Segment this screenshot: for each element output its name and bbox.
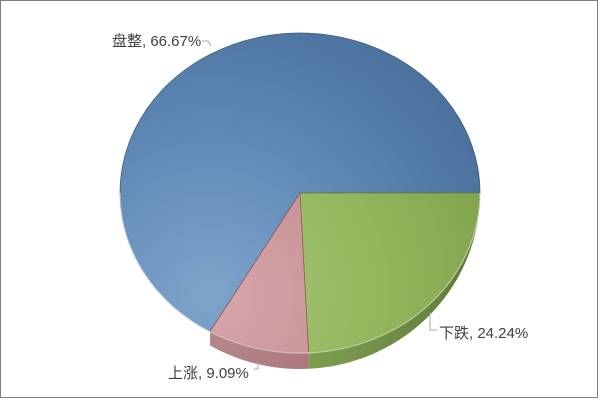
svg-text:盘整, 66.67%: 盘整, 66.67% (112, 32, 201, 50)
svg-text:下跌, 24.24%: 下跌, 24.24% (439, 325, 528, 342)
svg-text:上涨, 9.09%: 上涨, 9.09% (168, 365, 249, 382)
